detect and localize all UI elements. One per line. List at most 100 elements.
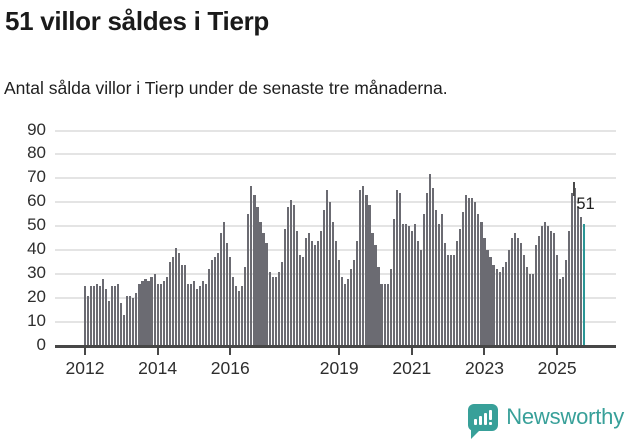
bar (389, 269, 392, 346)
bar (220, 233, 223, 346)
y-tick-label-0: 0 (36, 335, 46, 354)
bar (516, 238, 519, 346)
bar (326, 190, 329, 346)
bar (568, 231, 571, 346)
bar (277, 271, 280, 346)
bar (289, 199, 292, 346)
x-tick-label-2012: 2012 (65, 358, 105, 378)
x-tick-label-2019: 2019 (319, 358, 359, 378)
bar (165, 276, 168, 346)
bar (102, 278, 105, 346)
bar (153, 274, 156, 346)
bar (413, 223, 416, 346)
x-tick-2019 (338, 348, 341, 355)
bar (144, 278, 147, 346)
x-axis-line (55, 345, 616, 348)
bar (241, 286, 244, 346)
bar (441, 214, 444, 346)
bar (531, 274, 534, 346)
bar (459, 228, 462, 346)
bar (377, 266, 380, 346)
x-tick-2025 (556, 348, 559, 355)
bar (123, 314, 126, 346)
bar (192, 281, 195, 346)
bar (571, 192, 574, 346)
bar (416, 240, 419, 346)
bar (189, 283, 192, 346)
x-tick-label-2014: 2014 (138, 358, 178, 378)
x-tick-2014 (156, 348, 159, 355)
bar (528, 274, 531, 346)
bar (565, 259, 568, 346)
logo-mini-bar-3 (484, 412, 488, 425)
bar (368, 204, 371, 346)
bar (329, 202, 332, 346)
bar (359, 190, 362, 346)
bar (132, 298, 135, 346)
bar (407, 226, 410, 346)
bar (534, 245, 537, 346)
gridline-70 (55, 177, 616, 180)
bar (126, 295, 129, 346)
bar (444, 243, 447, 346)
bar (380, 283, 383, 346)
logo-mini-bar-2 (479, 415, 483, 425)
y-tick-label-10: 10 (27, 311, 46, 331)
bar (365, 195, 368, 346)
plot-area: 51 (55, 129, 616, 346)
bar (298, 255, 301, 346)
bar (549, 231, 553, 346)
bar (226, 243, 229, 346)
bar (256, 207, 259, 346)
bar (280, 262, 283, 346)
bar (562, 276, 565, 346)
newsworthy-logo: Newsworthy (468, 398, 624, 439)
bar (495, 269, 498, 346)
bar (338, 259, 341, 346)
bar (501, 266, 504, 346)
bar (265, 243, 268, 346)
bar (353, 259, 356, 346)
bar (356, 240, 359, 346)
bar (96, 283, 99, 346)
bar (450, 255, 453, 346)
bar (431, 187, 435, 346)
bar (341, 276, 344, 346)
y-tick-label-40: 40 (27, 239, 46, 259)
y-tick-label-90: 90 (27, 119, 46, 139)
bar (319, 231, 323, 346)
bar (271, 276, 274, 346)
bar-chart: 51 villor såldes i Tierp Antal sålda vil… (4, 6, 616, 378)
bar (383, 283, 386, 346)
bar (286, 207, 289, 346)
bar (129, 295, 132, 346)
bar (556, 255, 559, 346)
bar (283, 228, 286, 346)
logo-mini-bar-1 (474, 418, 478, 425)
annotation-value-label: 51 (576, 195, 595, 213)
bar (159, 283, 162, 346)
bar (434, 209, 438, 346)
bar (522, 255, 525, 346)
bar (468, 197, 471, 346)
x-tick-label-2023: 2023 (465, 358, 504, 378)
bar (207, 269, 211, 346)
bar (307, 233, 310, 346)
chart-title: 51 villor såldes i Tierp (5, 6, 270, 36)
logo-exclamation-stem (489, 409, 493, 420)
bar (313, 245, 317, 346)
bar (168, 262, 171, 346)
bar (398, 192, 401, 346)
bar (422, 214, 425, 346)
bar (404, 223, 407, 346)
newsworthy-speech-bubble-chart-icon (468, 403, 499, 439)
bar (171, 257, 174, 346)
bar (99, 286, 102, 346)
highlighted-last-bar (583, 223, 586, 346)
chart-subtitle: Antal sålda villor i Tierp under de sena… (4, 78, 448, 98)
bar (150, 276, 153, 346)
gridline-90 (55, 129, 616, 132)
bar (347, 278, 350, 346)
bar (419, 250, 422, 346)
bar (362, 185, 365, 346)
